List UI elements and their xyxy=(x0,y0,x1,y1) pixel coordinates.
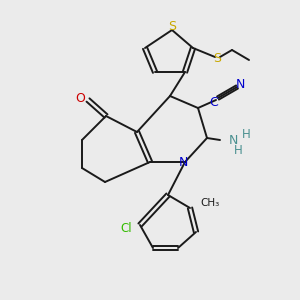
Text: CH₃: CH₃ xyxy=(200,198,219,208)
Text: N: N xyxy=(178,157,188,169)
Text: S: S xyxy=(168,20,176,32)
Text: O: O xyxy=(75,92,85,104)
Text: H: H xyxy=(234,145,242,158)
Text: Cl: Cl xyxy=(120,223,132,236)
Text: C: C xyxy=(210,95,218,109)
Text: N: N xyxy=(228,134,238,146)
Text: S: S xyxy=(213,52,221,64)
Text: H: H xyxy=(242,128,250,142)
Text: N: N xyxy=(235,79,245,92)
